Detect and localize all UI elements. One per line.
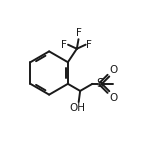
Text: O: O bbox=[109, 93, 117, 103]
Text: F: F bbox=[76, 28, 81, 38]
Text: S: S bbox=[97, 77, 104, 90]
Text: F: F bbox=[86, 40, 92, 50]
Text: F: F bbox=[61, 40, 67, 50]
Text: O: O bbox=[109, 65, 117, 75]
Text: OH: OH bbox=[69, 103, 85, 113]
